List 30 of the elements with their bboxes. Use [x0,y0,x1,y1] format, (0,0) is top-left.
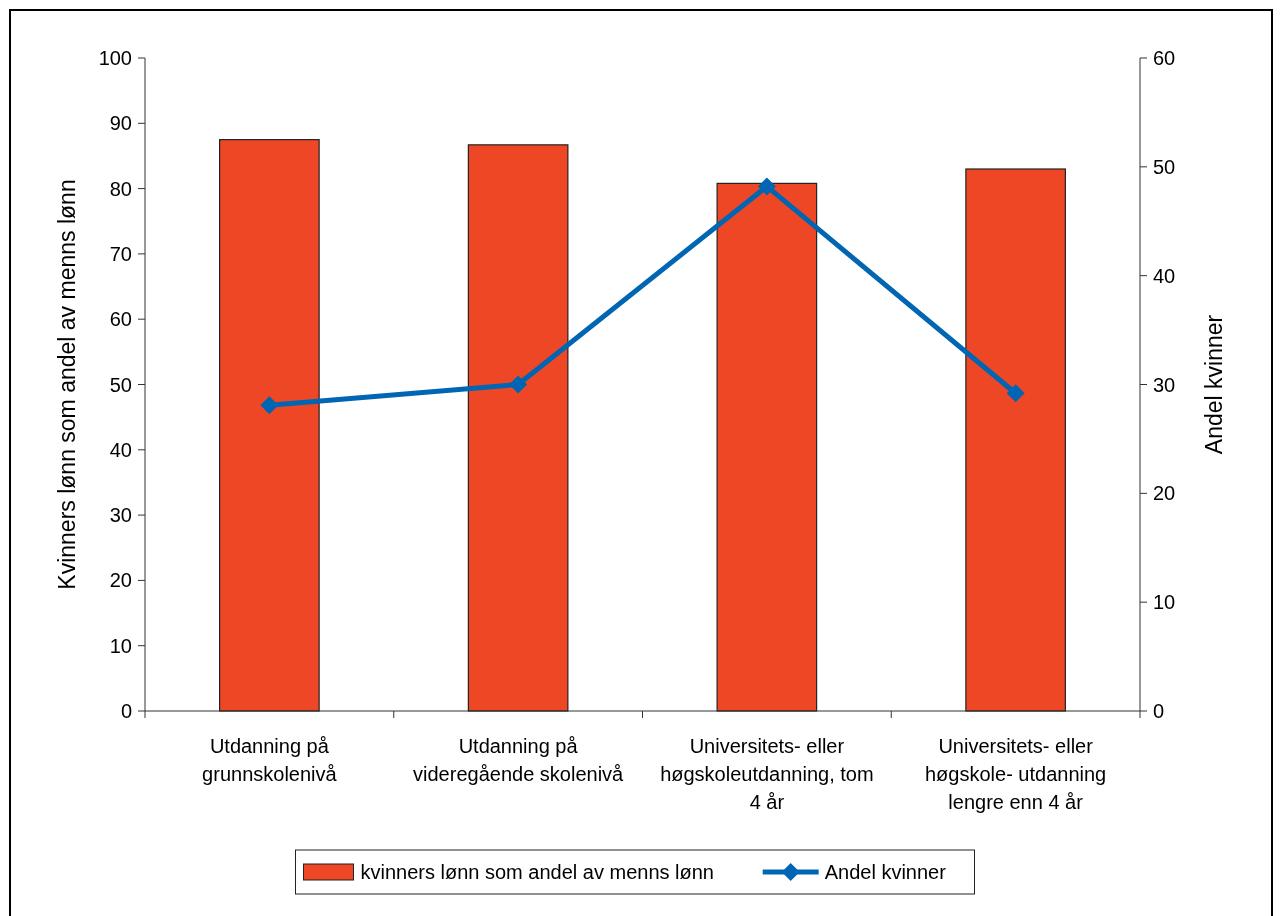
y-tick-label: 10 [109,634,132,657]
y2-tick-label: 50 [1153,155,1176,178]
y2-tick-label: 60 [1153,47,1176,69]
y-tick-label: 100 [98,47,132,69]
y2-tick-label: 20 [1153,482,1176,505]
x-tick-label: Universitets- eller høgskoleutdanning, tom 4 år [660,735,874,813]
point [509,375,528,394]
y-tick-label: 70 [109,242,132,265]
y-tick-label: 50 [109,373,132,396]
y2-axis-title: Andel kvinner [1201,314,1227,455]
y-tick-label: 90 [109,112,132,135]
y2-tick-label: 0 [1153,700,1165,722]
y-tick-label: 40 [109,438,132,461]
x-tick-label: Universitets- eller høgskole- utdanning lengre enn 4 år [925,735,1107,813]
y-tick-label: 30 [109,504,132,527]
y2-tick-label: 30 [1153,373,1176,396]
y2-tick-label: 40 [1153,264,1176,287]
y-tick-label: 20 [109,569,132,592]
point [1006,384,1025,403]
legend-label: Andel kvinner [824,861,947,883]
y-tick-label: 80 [109,177,132,200]
point [757,177,776,196]
x-tick-label: Utdanning på grunnskolenivå [202,735,338,785]
legend-label: kvinners lønn som andel av menns lønn [360,861,714,883]
y-axis-title: Kvinners lønn som andel av menns lønn [54,179,80,590]
y2-tick-label: 10 [1153,591,1176,614]
y-tick-label: 0 [120,700,132,722]
y-tick-label: 60 [109,308,132,331]
point [260,396,279,415]
x-tick-label: Utdanning på videregående skolenivå [413,735,625,785]
